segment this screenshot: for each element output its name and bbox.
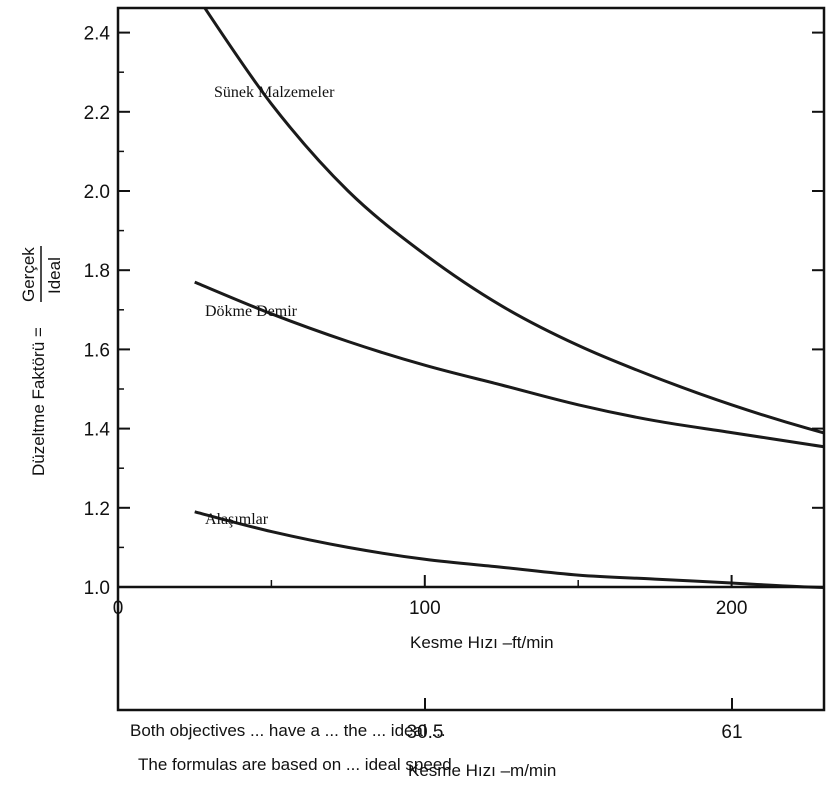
y-tick-label: 1.2 xyxy=(84,499,110,520)
x-axis-m: 30.56191.5122 xyxy=(407,698,743,743)
y-axis-title-denominator: Ideal xyxy=(45,257,64,294)
y-tick-label: 2.0 xyxy=(84,182,110,203)
x-axis-ft: 0100200300400 xyxy=(113,575,748,619)
plot-frame xyxy=(116,6,826,712)
series-label-1: Sünek Malzemeler xyxy=(214,84,335,101)
x-m-tick-label: 61 xyxy=(721,722,742,743)
x-ft-tick-label: 100 xyxy=(409,598,441,619)
background-text-line: Both objectives ... have a ... the ... i… xyxy=(130,721,446,740)
y-tick-label: 2.2 xyxy=(84,103,110,124)
y-axis-title: Düzeltme Faktörü = Gerçek Ideal xyxy=(19,246,64,476)
y-axis-title-numerator: Gerçek xyxy=(19,247,38,302)
x-ft-tick-label: 0 xyxy=(113,598,124,619)
series-line-2 xyxy=(194,280,824,449)
x-m-tick-label: 30.5 xyxy=(407,722,444,743)
plot-area xyxy=(118,8,826,710)
x-ft-tick-label: 200 xyxy=(716,598,748,619)
y-tick-label: 2.4 xyxy=(84,24,111,45)
background-text-line: The formulas are based on ... ideal spee… xyxy=(138,755,452,774)
y-tick-label: 1.4 xyxy=(84,420,111,441)
y-tick-label: 1.0 xyxy=(84,578,110,599)
x-axis-ft-title: Kesme Hızı –ft/min xyxy=(410,633,554,652)
series-label-3: Alaşımlar xyxy=(205,511,269,528)
x-axis-m-title: Kesme Hızı –m/min xyxy=(408,761,556,780)
series-label-2: Dökme Demir xyxy=(205,303,298,320)
series-curves xyxy=(194,8,824,590)
series-line-3 xyxy=(194,510,824,590)
series-labels: Sünek Malzemeler Dökme Demir Alaşımlar xyxy=(205,84,335,528)
y-axis-title-prefix: Düzeltme Faktörü = xyxy=(29,327,48,476)
series-line-1 xyxy=(203,8,824,435)
y-axis: 1.0 1.2 1.4 1.6 1.8 2.0 2.2 2.4 xyxy=(84,24,824,599)
y-tick-label: 1.8 xyxy=(84,261,110,282)
y-tick-label: 1.6 xyxy=(84,340,110,361)
